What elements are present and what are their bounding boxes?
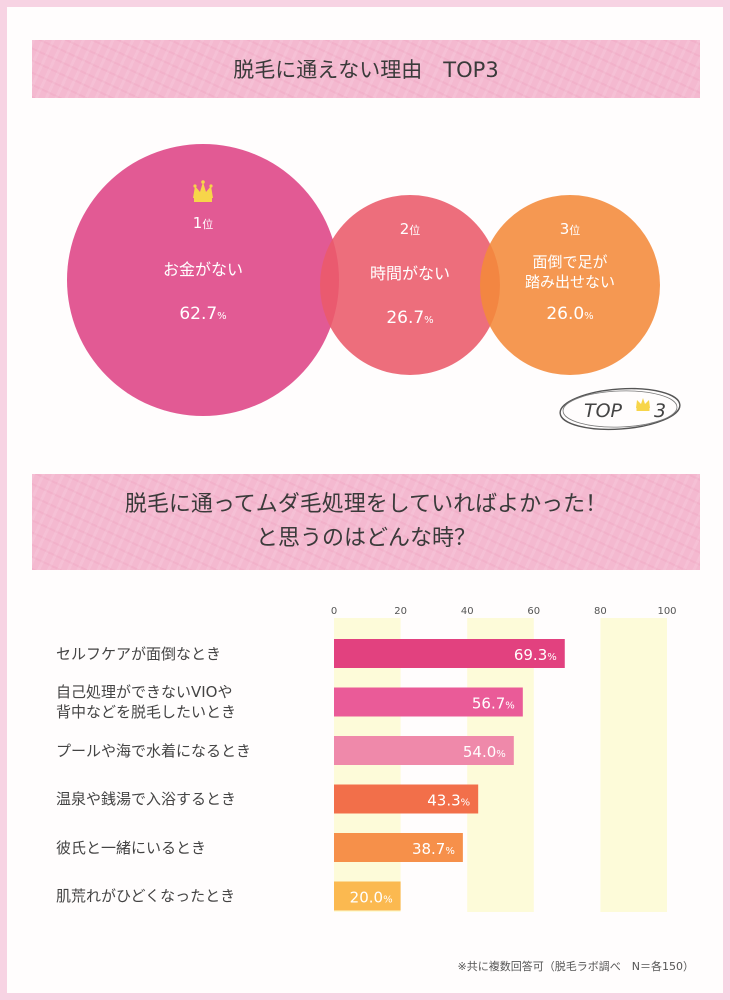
rank-1-label: 1位 お金がない 62.7% xyxy=(133,214,273,324)
section-title-top3: 脱毛に通えない理由 TOP3 xyxy=(32,40,700,98)
x-tick-label: 40 xyxy=(461,606,474,617)
bar-chart: 0 20 40 60 80 100 69.3% 56.7% 54.0% 43.3% 38.7% 20.… xyxy=(0,590,730,970)
category-label: 肌荒れがひどくなったとき xyxy=(56,887,236,905)
bar-value-label: 43.3% xyxy=(427,792,470,810)
rank-3-value: 26.0% xyxy=(546,304,594,324)
bar-value-label: 20.0% xyxy=(350,889,393,907)
category-label: プールや海で水着になるとき xyxy=(56,741,252,760)
x-tick-label: 20 xyxy=(394,606,407,617)
rank-2-reason: 時間がない xyxy=(369,264,450,283)
section-title-question-text: 脱毛に通ってムダ毛処理をしていればよかった！ と思うのはどんな時？ xyxy=(125,488,607,556)
bar-value-label: 54.0% xyxy=(463,743,506,761)
rank-3-rank: 3位 xyxy=(559,220,581,238)
bar xyxy=(334,881,401,911)
section-title-top3-text: 脱毛に通えない理由 TOP3 xyxy=(233,58,499,82)
small-crown-icon xyxy=(636,398,650,411)
rank-3-reason-line1: 面倒で足が xyxy=(532,253,608,271)
chart-band xyxy=(600,618,667,912)
bar-chart-svg: 0 20 40 60 80 100 69.3% 56.7% 54.0% 43.3% 38.7% 20.… xyxy=(331,606,677,912)
footnote: ※共に複数回答可（脱毛ラボ調べ N＝各150） xyxy=(457,960,694,973)
rank-3-reason: 面倒で足が 踏み出せない xyxy=(505,252,635,292)
category-label: セルフケアが面倒なとき xyxy=(56,644,222,663)
category-label: 温泉や銭湯で入浴するとき xyxy=(56,790,237,808)
x-tick-label: 0 xyxy=(331,606,337,617)
rank-2-label: 2位 時間がない 26.7% xyxy=(345,220,475,328)
section-title-question: 脱毛に通ってムダ毛処理をしていればよかった！ と思うのはどんな時？ xyxy=(32,474,700,570)
bar xyxy=(334,736,514,765)
bar-value-label: 56.7% xyxy=(472,695,515,713)
category-label: 彼氏と一緒にいるとき xyxy=(56,838,207,857)
top3-circles: 1位 お金がない 62.7% 2位 時間がない 26.7% 3位 面倒で足が 踏… xyxy=(0,130,730,460)
section-title-question-line2: と思うのはどんな時？ xyxy=(255,526,476,551)
crown-icon xyxy=(193,180,213,202)
rank-2-rank: 2位 xyxy=(399,220,421,238)
bar-value-label: 38.7% xyxy=(412,840,455,858)
category-label: 自己処理ができないVIOや 背中などを脱毛したいとき xyxy=(56,683,237,721)
rank-2-value: 26.7% xyxy=(386,308,434,328)
rank-1-value: 62.7% xyxy=(179,304,227,324)
circle-rank-2 xyxy=(320,195,500,375)
x-tick-label: 100 xyxy=(657,606,676,617)
circle-rank-3 xyxy=(480,195,660,375)
bar xyxy=(334,833,463,862)
section-title-question-line1: 脱毛に通ってムダ毛処理をしていればよかった！ xyxy=(124,492,608,517)
x-tick-label: 60 xyxy=(527,606,540,617)
top3-badge-svg: TOP 3 xyxy=(559,387,681,431)
top3-circles-svg xyxy=(67,144,660,416)
top3-badge-text: TOP xyxy=(584,400,623,422)
rank-1-rank: 1位 xyxy=(192,214,214,232)
bar-value-label: 69.3% xyxy=(514,646,557,664)
top3-badge-number: 3 xyxy=(654,400,666,422)
rank-3-label: 3位 面倒で足が 踏み出せない 26.0% xyxy=(505,220,635,324)
rank-3-reason-line2: 踏み出せない xyxy=(524,273,615,291)
bar xyxy=(334,639,565,668)
rank-1-reason: お金がない xyxy=(162,260,243,279)
circle-rank-1 xyxy=(67,144,339,416)
top3-badge: TOP 3 xyxy=(556,384,684,434)
x-tick-label: 80 xyxy=(594,606,607,617)
bar xyxy=(334,687,523,717)
bar xyxy=(334,784,479,814)
